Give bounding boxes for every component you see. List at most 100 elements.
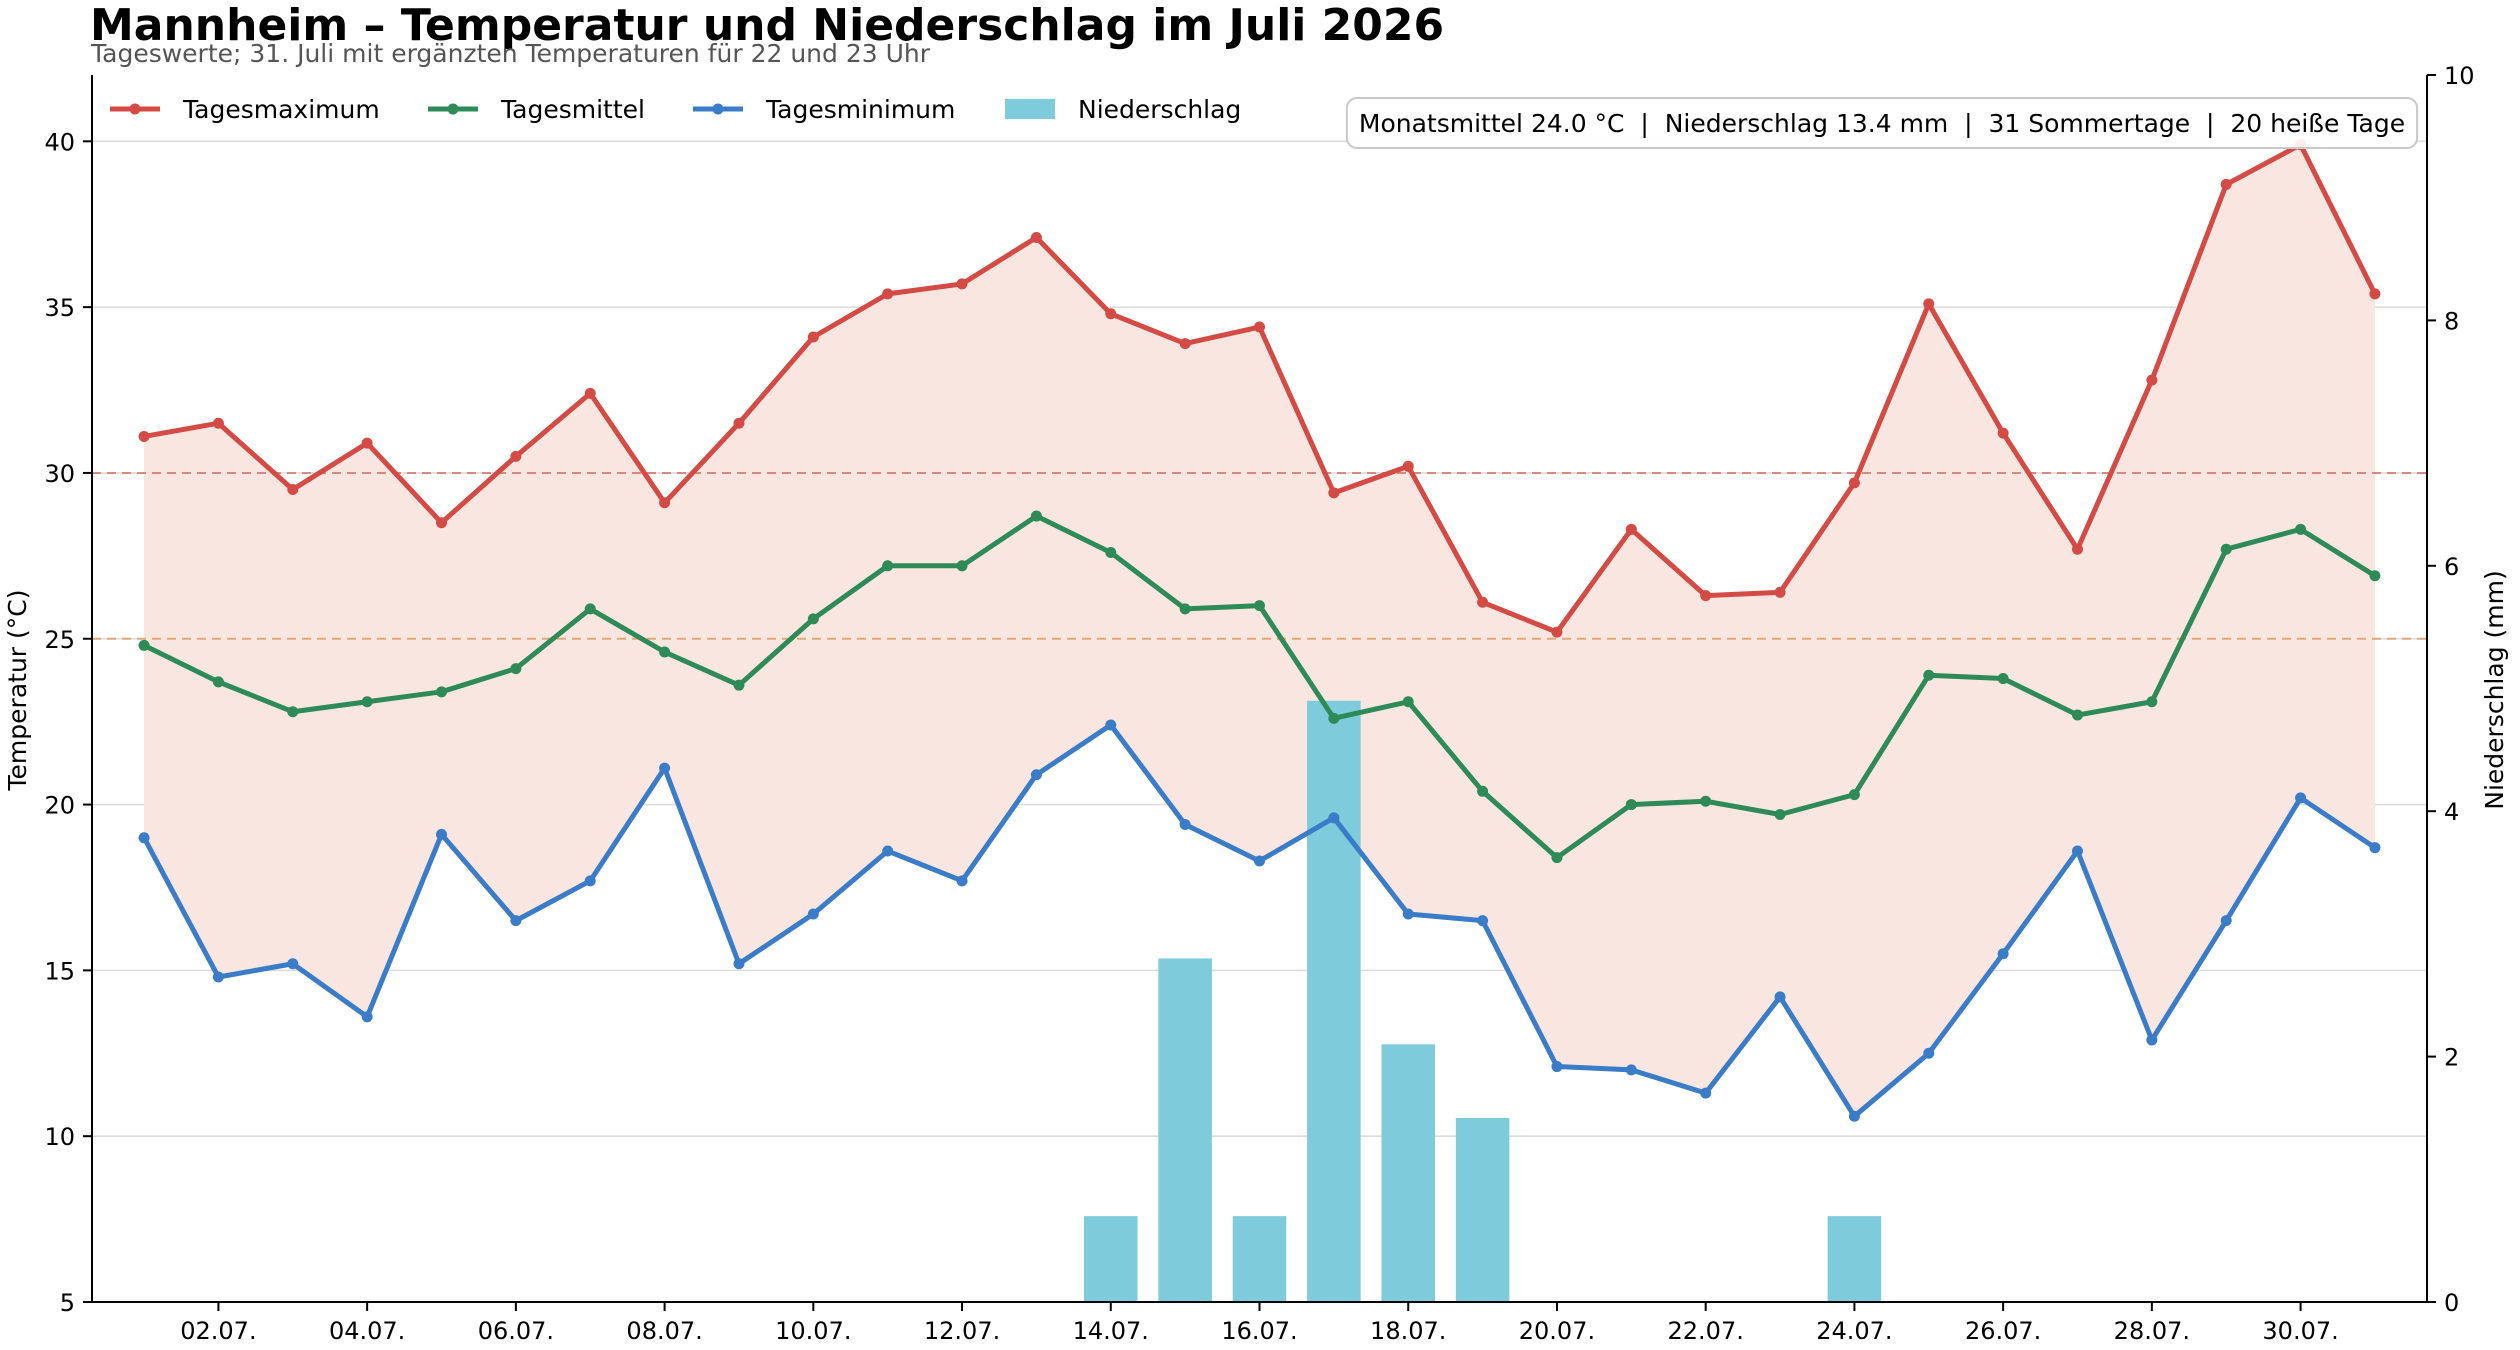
y2-tick-label: 0: [2444, 1289, 2459, 1317]
data-point-tagesmaximum: [510, 450, 522, 462]
data-point-tagesminimum: [956, 875, 968, 887]
data-point-tagesmittel: [1923, 669, 1935, 681]
y2-tick-label: 10: [2444, 62, 2475, 90]
y2-tick-label: 4: [2444, 798, 2459, 826]
data-point-tagesminimum: [1997, 948, 2009, 960]
y2-axis-label: Niederschlag (mm): [2480, 570, 2509, 809]
y-tick-label: 10: [44, 1123, 75, 1151]
data-point-tagesmaximum: [1254, 321, 1265, 333]
data-point-tagesmittel: [584, 603, 596, 615]
legend-marker-tagesminimum: [712, 103, 724, 115]
data-point-tagesmaximum: [807, 331, 819, 343]
data-point-tagesminimum: [1105, 719, 1117, 731]
precipitation-bar: [1158, 958, 1212, 1302]
temperature-band: [144, 144, 2375, 1117]
y2-tick-label: 2: [2444, 1044, 2459, 1072]
data-point-tagesmittel: [1402, 696, 1414, 708]
x-tick-label: 26.07.: [1965, 1317, 2041, 1345]
data-point-tagesmaximum: [2220, 178, 2232, 190]
temperature-range-band: [144, 144, 2375, 1117]
data-point-tagesminimum: [733, 958, 745, 970]
data-point-tagesmittel: [1997, 673, 2009, 685]
data-point-tagesmittel: [1030, 510, 1042, 522]
y-tick-label: 30: [44, 460, 75, 488]
x-tick-label: 12.07.: [924, 1317, 1000, 1345]
data-point-tagesmittel: [733, 679, 745, 691]
y2-tick-label: 8: [2444, 307, 2459, 335]
data-point-tagesminimum: [436, 828, 448, 840]
data-point-tagesmaximum: [2146, 374, 2158, 386]
data-point-tagesmittel: [1774, 809, 1786, 821]
x-tick-label: 10.07.: [775, 1317, 851, 1345]
data-point-tagesminimum: [2220, 915, 2232, 927]
data-point-tagesmittel: [2220, 543, 2232, 555]
x-tick-label: 28.07.: [2114, 1317, 2190, 1345]
x-tick-label: 30.07.: [2262, 1317, 2338, 1345]
data-point-tagesmittel: [2146, 696, 2158, 708]
x-tick-label: 06.07.: [478, 1317, 554, 1345]
data-point-tagesmaximum: [436, 517, 448, 529]
data-point-tagesmittel: [1328, 712, 1340, 724]
data-point-tagesmittel: [2071, 709, 2083, 721]
data-point-tagesmaximum: [1328, 487, 1340, 499]
data-point-tagesmittel: [1848, 789, 1860, 801]
data-point-tagesmittel: [1625, 799, 1637, 811]
data-point-tagesminimum: [1848, 1110, 1860, 1122]
x-tick-label: 20.07.: [1519, 1317, 1595, 1345]
data-point-tagesmittel: [1179, 603, 1191, 615]
stats-text: Monatsmittel 24.0 °C | Niederschlag 13.4…: [1359, 109, 2405, 138]
data-point-tagesmittel: [807, 613, 819, 625]
data-point-tagesminimum: [1328, 812, 1340, 824]
legend-label-tagesmaximum: Tagesmaximum: [182, 95, 380, 124]
y-tick-label: 25: [44, 626, 75, 654]
precipitation-bar: [1381, 1044, 1435, 1302]
data-point-tagesminimum: [807, 908, 819, 920]
data-point-tagesmaximum: [956, 278, 968, 290]
data-point-tagesmaximum: [1477, 596, 1489, 608]
data-point-tagesminimum: [1179, 818, 1191, 830]
data-point-tagesmaximum: [1848, 477, 1860, 489]
precipitation-bars: [1084, 700, 1882, 1302]
y-tick-label: 35: [44, 294, 75, 322]
legend: Tagesmaximum Tagesmittel Tagesminimum Niede…: [110, 95, 1241, 124]
data-point-tagesminimum: [1923, 1047, 1935, 1059]
precipitation-bar: [1455, 1117, 1510, 1302]
data-point-tagesminimum: [1030, 769, 1042, 781]
data-point-tagesminimum: [212, 971, 224, 983]
data-point-tagesminimum: [1551, 1061, 1563, 1073]
legend-label-tagesmittel: Tagesmittel: [500, 95, 645, 124]
data-point-tagesmaximum: [2071, 543, 2083, 555]
data-point-tagesminimum: [1774, 991, 1786, 1003]
legend-swatch-niederschlag: [1005, 99, 1055, 119]
chart-title: Mannheim – Temperatur und Niederschlag i…: [90, 0, 1444, 51]
data-point-tagesmaximum: [1105, 308, 1117, 320]
y-axis-ticks: 5 10 15 20 25 30 35 40: [44, 128, 92, 1317]
x-tick-label: 14.07.: [1073, 1317, 1149, 1345]
data-point-tagesmittel: [138, 639, 150, 651]
x-tick-label: 18.07.: [1370, 1317, 1446, 1345]
x-tick-label: 24.07.: [1816, 1317, 1892, 1345]
data-point-tagesminimum: [882, 845, 894, 857]
legend-label-tagesminimum: Tagesminimum: [765, 95, 955, 124]
data-point-tagesmittel: [659, 646, 671, 658]
data-point-tagesminimum: [1254, 855, 1265, 867]
legend-marker-tagesmaximum: [129, 103, 141, 115]
x-axis-ticks: 02.07. 04.07. 06.07. 08.07. 10.07. 12.07. 14.0…: [180, 1302, 2339, 1345]
data-point-tagesmaximum: [882, 288, 894, 300]
precipitation-bar: [1084, 1216, 1138, 1302]
data-point-tagesminimum: [1625, 1064, 1637, 1076]
data-point-tagesmittel: [287, 706, 299, 718]
data-point-tagesmittel: [510, 663, 522, 675]
data-point-tagesmaximum: [1997, 427, 2009, 439]
x-tick-label: 04.07.: [329, 1317, 405, 1345]
data-point-tagesmaximum: [1551, 626, 1563, 638]
data-point-tagesminimum: [2146, 1034, 2158, 1046]
data-point-tagesminimum: [510, 915, 522, 927]
data-point-tagesmittel: [436, 686, 448, 698]
x-tick-label: 02.07.: [180, 1317, 256, 1345]
data-point-tagesmaximum: [1700, 590, 1712, 602]
data-point-tagesminimum: [2369, 842, 2381, 854]
data-point-tagesmittel: [1254, 600, 1265, 612]
y-tick-label: 5: [60, 1289, 75, 1317]
